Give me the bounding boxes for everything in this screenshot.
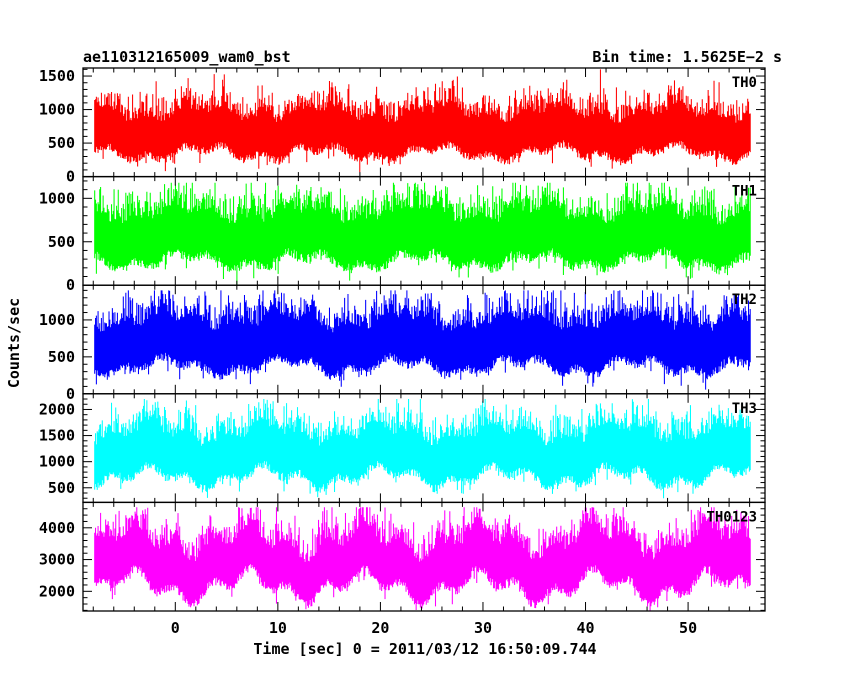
y-axis-label: Counts/sec — [5, 298, 23, 388]
x-tick-label: 30 — [474, 619, 492, 637]
panel-th0123: 2000 3000 4000 TH0123 — [39, 501, 766, 612]
y-tick-label: 0 — [66, 385, 75, 403]
y-tick-label: 4000 — [39, 519, 75, 537]
y-tick-label: 2000 — [39, 400, 75, 418]
panel-frame — [82, 501, 766, 612]
y-tick-label: 500 — [48, 479, 75, 497]
x-axis: 0 10 20 30 40 50 — [171, 619, 697, 637]
series-label-th0: TH0 — [732, 75, 757, 91]
y-tick-label: 500 — [48, 134, 75, 152]
x-tick-label: 20 — [371, 619, 389, 637]
y-tick-label: 500 — [48, 348, 75, 366]
y-tick-label: 1000 — [39, 101, 75, 119]
series-th3 — [94, 399, 751, 499]
panel-th3: 500 1000 1500 2000 TH3 — [39, 393, 766, 504]
y-tick-label: 0 — [66, 276, 75, 294]
series-th0123 — [94, 507, 751, 611]
bin-time-label: Bin time: 1.5625E−2 s — [592, 48, 782, 66]
y-tick-label: 1000 — [39, 189, 75, 207]
y-tick-label: 1500 — [39, 67, 75, 85]
y-tick-label: 1500 — [39, 427, 75, 445]
y-tick-label: 3000 — [39, 551, 75, 569]
y-tick-label: 2000 — [39, 582, 75, 600]
panel-th0: 0 500 1000 1500 TH0 — [39, 67, 766, 186]
y-tick-label: 500 — [48, 233, 75, 251]
series-label-th3: TH3 — [732, 401, 757, 417]
x-tick-label: 10 — [269, 619, 287, 637]
x-tick-label: 0 — [171, 619, 180, 637]
panels-layer: 0 500 1000 1500 TH0 0 500 1000 TH1 0 500 1000 TH2 500… — [39, 67, 766, 612]
chart-title: ae110312165009_wam0_bst — [83, 48, 291, 66]
series-th2 — [94, 290, 751, 390]
series-th1 — [94, 182, 751, 286]
y-tick-label: 0 — [66, 168, 75, 186]
x-tick-label: 40 — [576, 619, 594, 637]
panel-th2: 0 500 1000 TH2 — [39, 284, 766, 403]
series-label-th0123: TH0123 — [706, 509, 757, 525]
x-axis-label: Time [sec] 0 = 2011/03/12 16:50:09.744 — [253, 640, 596, 658]
y-tick-label: 1000 — [39, 311, 75, 329]
series-th0 — [94, 69, 751, 173]
series-label-th2: TH2 — [732, 292, 757, 308]
series-label-th1: TH1 — [732, 184, 757, 200]
x-tick-label: 50 — [679, 619, 697, 637]
y-tick-label: 1000 — [39, 453, 75, 471]
panel-th1: 0 500 1000 TH1 — [39, 175, 766, 294]
